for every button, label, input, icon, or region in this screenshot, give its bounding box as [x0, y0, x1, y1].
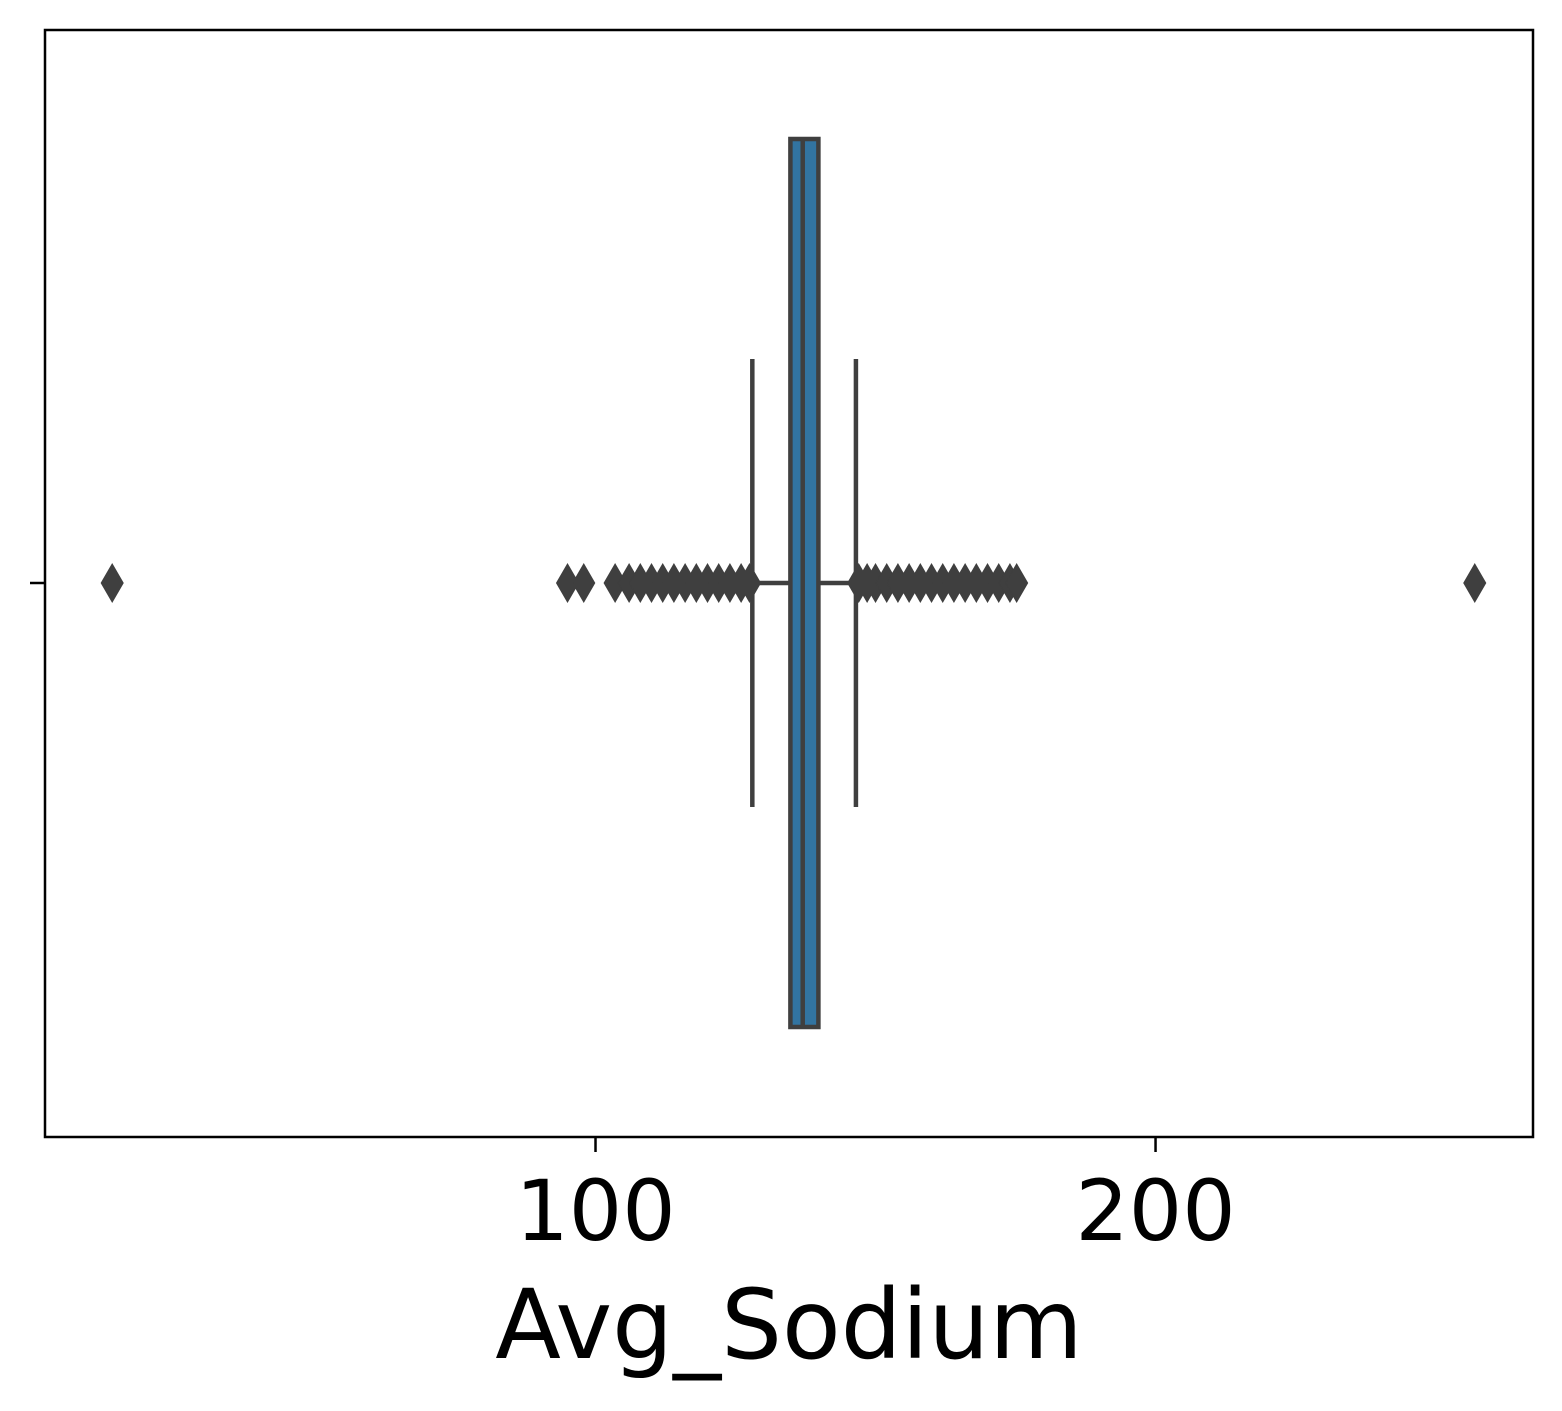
outlier-point	[100, 563, 124, 603]
outlier-point	[572, 563, 596, 603]
outlier-point	[1463, 563, 1487, 603]
outlier-point	[555, 563, 580, 603]
outlier-point	[737, 563, 762, 603]
outlier-point	[1005, 563, 1029, 603]
x-tick-label: 200	[1075, 1162, 1235, 1260]
x-tick-label: 100	[515, 1162, 675, 1260]
chart-marks	[100, 136, 1487, 1030]
x-axis-label: Avg_Sodium	[495, 1269, 1082, 1381]
x-axis-ticks: 100 200	[515, 1137, 1236, 1260]
